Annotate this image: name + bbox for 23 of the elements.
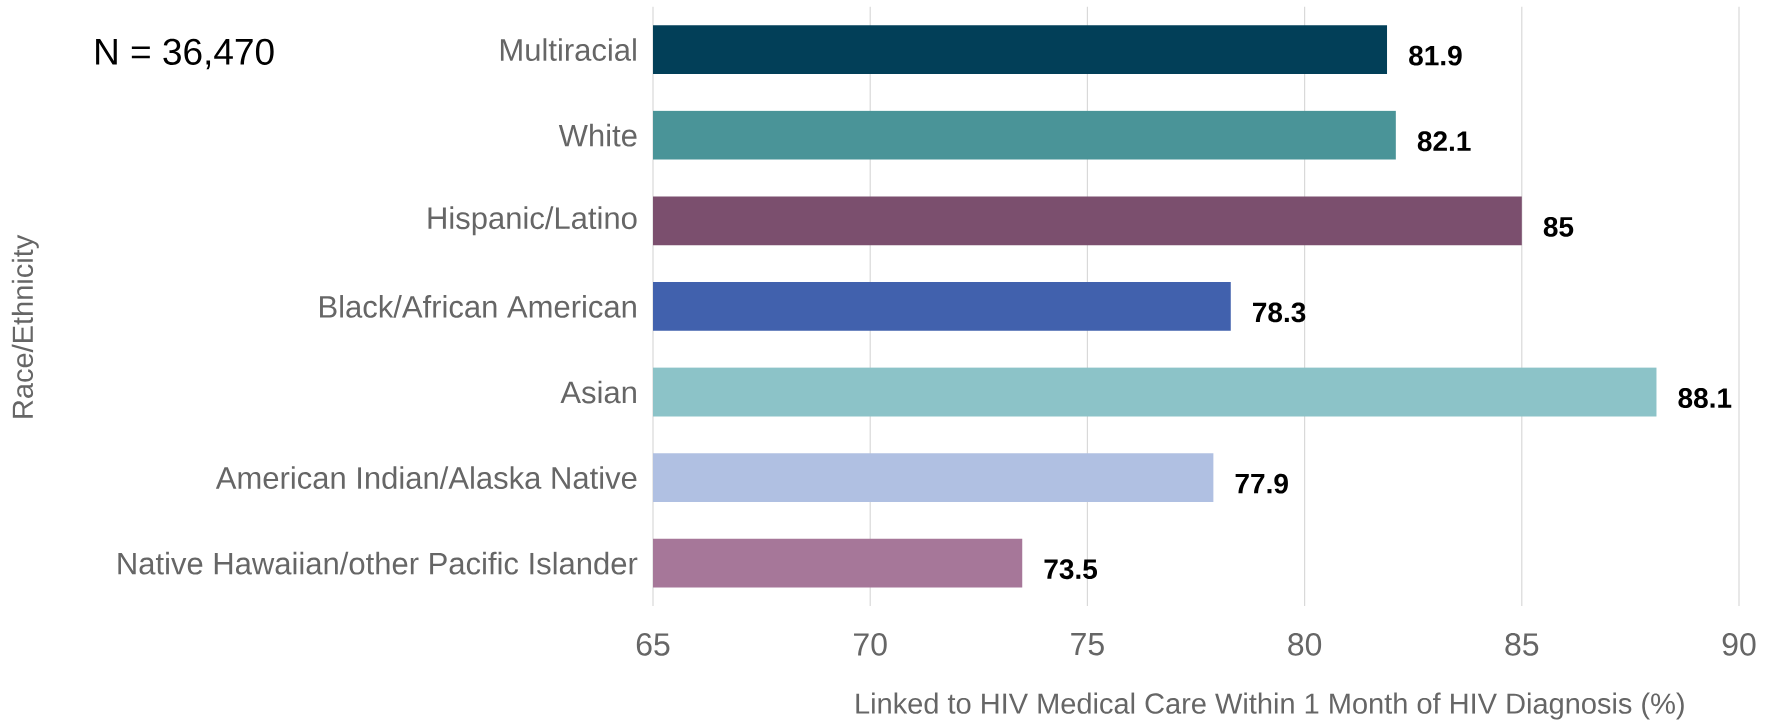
data-label: 81.9	[1409, 45, 1462, 66]
x-tick-label: 90	[1722, 632, 1756, 656]
x-axis-title: Linked to HIV Medical Care Within 1 Month of HIV Diagnosis (%)	[856, 692, 1684, 720]
y-tick-label: Asian	[560, 380, 636, 404]
x-tick-label: 80	[1288, 632, 1322, 656]
data-label: 82.1	[1417, 131, 1471, 152]
x-tick-label: 65	[636, 632, 670, 656]
y-axis-title: Race/Ethnicity	[11, 234, 39, 418]
y-tick-label: Multiracial	[500, 38, 636, 61]
y-tick-label: American Indian/Alaska Native	[215, 466, 637, 489]
data-label: 78.3	[1253, 302, 1306, 323]
x-tick-label: 70	[854, 632, 887, 656]
data-label: 77.9	[1235, 473, 1288, 494]
y-tick-label: Hispanic/Latino	[428, 206, 637, 236]
data-label: 88.1	[1678, 387, 1732, 408]
data-label: 73.5	[1044, 559, 1098, 580]
y-tick-label: White	[558, 123, 637, 147]
y-tick-label: Black/African American	[320, 294, 636, 318]
y-tick-label: Native Hawaiian/other Pacific Islander	[118, 551, 638, 575]
x-tick-label: 75	[1071, 632, 1104, 656]
data-label: 85	[1543, 216, 1574, 237]
x-tick-label: 85	[1505, 632, 1539, 656]
text: N = 36,470	[96, 38, 274, 70]
